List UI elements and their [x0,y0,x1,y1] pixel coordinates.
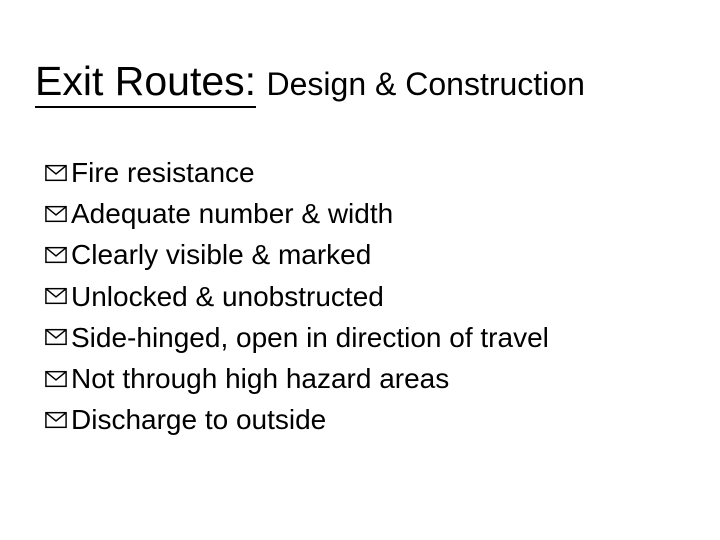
bullet-text: Discharge to outside [71,400,326,439]
list-item: Discharge to outside [43,400,685,439]
slide-title: Exit Routes: Design & Construction [35,58,685,105]
envelope-icon [43,283,69,309]
list-item: Fire resistance [43,153,685,192]
envelope-icon [43,242,69,268]
envelope-icon [43,407,69,433]
title-main: Exit Routes: [35,58,256,108]
list-item: Side-hinged, open in direction of travel [43,318,685,357]
list-item: Not through high hazard areas [43,359,685,398]
bullet-list: Fire resistance Adequate number & width … [35,153,685,439]
bullet-text: Side-hinged, open in direction of travel [71,318,549,357]
envelope-icon [43,160,69,186]
bullet-text: Fire resistance [71,153,255,192]
bullet-text: Clearly visible & marked [71,235,371,274]
list-item: Adequate number & width [43,194,685,233]
envelope-icon [43,324,69,350]
bullet-text: Adequate number & width [71,194,393,233]
title-sub: Design & Construction [267,66,585,102]
list-item: Clearly visible & marked [43,235,685,274]
bullet-text: Not through high hazard areas [71,359,449,398]
envelope-icon [43,201,69,227]
bullet-text: Unlocked & unobstructed [71,277,384,316]
list-item: Unlocked & unobstructed [43,277,685,316]
envelope-icon [43,366,69,392]
